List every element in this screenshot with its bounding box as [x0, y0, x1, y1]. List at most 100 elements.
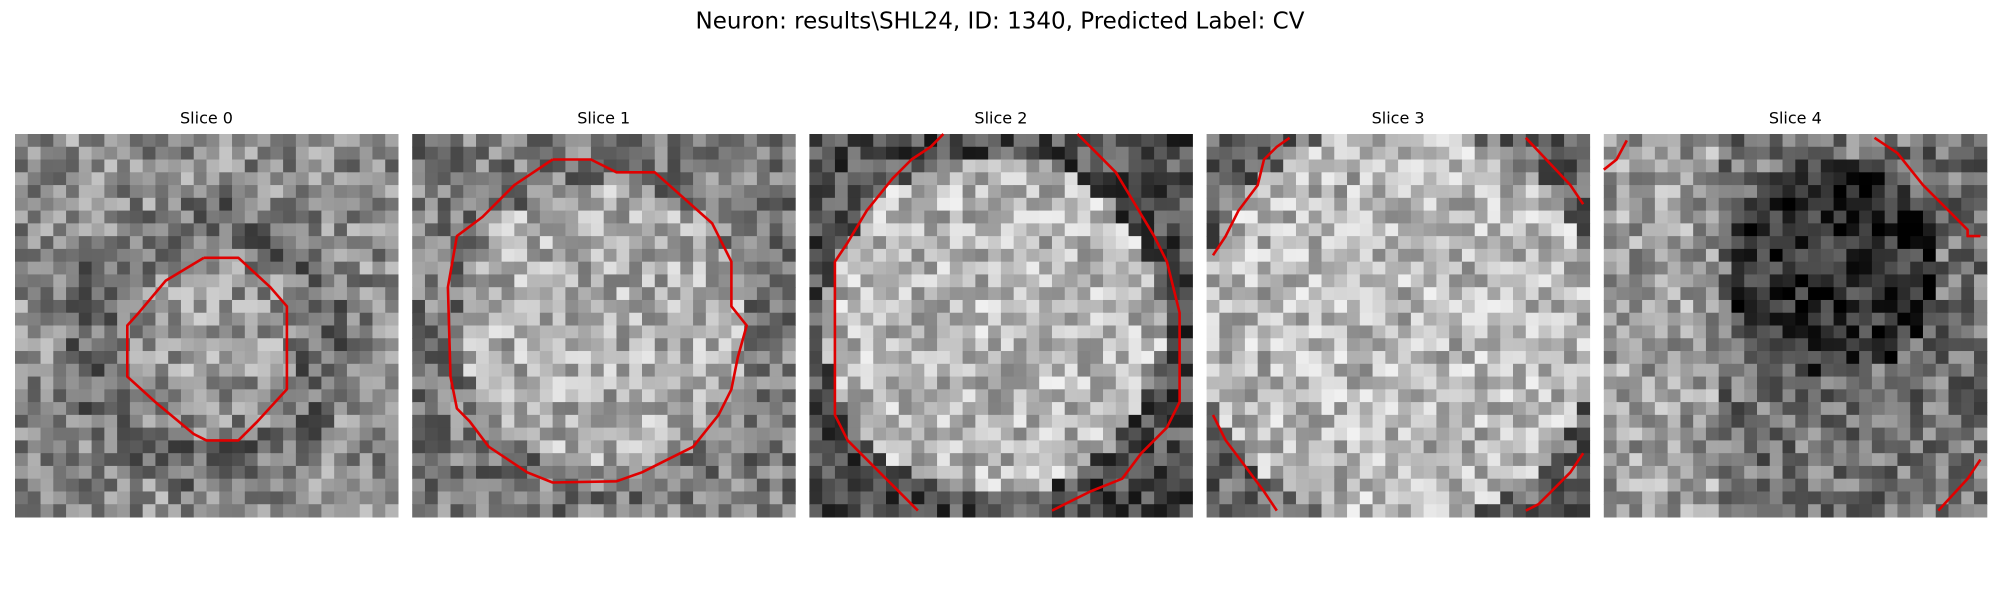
pixel — [1948, 261, 1962, 275]
pixel — [680, 389, 694, 403]
pixel — [1808, 389, 1822, 403]
pixel — [1513, 325, 1527, 339]
pixel — [1948, 134, 1962, 148]
pixel — [1513, 453, 1527, 467]
pixel — [1372, 389, 1386, 403]
pixel — [1115, 248, 1130, 263]
pixel — [1321, 440, 1335, 454]
pixel — [718, 134, 732, 148]
pixel — [1000, 465, 1015, 480]
pixel — [1039, 389, 1053, 403]
pixel — [346, 491, 361, 505]
pixel — [168, 504, 182, 518]
pixel — [1744, 402, 1758, 416]
pixel — [1769, 210, 1784, 224]
pixel — [744, 159, 758, 173]
pixel — [244, 376, 259, 390]
pixel — [1295, 363, 1310, 378]
pixel — [1667, 427, 1681, 441]
pixel — [705, 299, 720, 314]
pixel — [412, 261, 426, 275]
pixel — [873, 402, 887, 416]
pixel — [1961, 185, 1975, 199]
pixel — [822, 363, 836, 378]
pixel — [129, 402, 144, 416]
pixel — [1884, 363, 1898, 378]
pixel — [590, 465, 605, 480]
pixel — [603, 389, 617, 403]
pixel — [962, 299, 976, 314]
pixel — [1064, 274, 1078, 288]
pixel — [1090, 351, 1104, 365]
pixel — [1064, 172, 1078, 186]
pixel — [898, 389, 913, 403]
pixel — [104, 287, 118, 301]
pixel — [847, 312, 861, 326]
pixel — [1795, 236, 1809, 250]
pixel — [744, 261, 758, 275]
pixel — [1128, 414, 1142, 429]
pixel — [1705, 338, 1720, 352]
pixel — [117, 287, 131, 301]
pixel — [1718, 134, 1732, 148]
pixel — [1141, 402, 1155, 416]
pixel — [590, 134, 605, 148]
pixel — [1820, 197, 1835, 212]
pixel — [873, 146, 887, 161]
pixel — [1833, 287, 1847, 301]
pixel — [1359, 210, 1374, 224]
pixel — [1128, 491, 1142, 505]
pixel — [1115, 325, 1130, 339]
pixel — [1693, 389, 1707, 403]
pixel — [1525, 299, 1540, 314]
pixel — [1166, 363, 1181, 378]
pixel — [1616, 453, 1630, 467]
pixel — [1039, 146, 1053, 161]
pixel — [1257, 134, 1271, 148]
pixel — [1961, 299, 1975, 314]
pixel — [155, 478, 169, 492]
pixel — [1884, 402, 1898, 416]
pixel — [1757, 287, 1771, 301]
pixel — [53, 312, 67, 326]
pixel — [693, 248, 707, 263]
pixel — [15, 338, 29, 352]
pixel — [168, 363, 182, 378]
pixel — [962, 351, 976, 365]
pixel — [142, 197, 156, 212]
pixel — [937, 210, 951, 224]
pixel — [693, 491, 707, 505]
pixel — [1551, 325, 1565, 339]
pixel — [295, 197, 310, 212]
pixel — [1513, 197, 1527, 212]
pixel — [924, 491, 938, 505]
pixel — [975, 134, 989, 148]
pixel — [488, 223, 503, 237]
pixel — [232, 236, 246, 250]
pixel — [1642, 478, 1656, 492]
pixel — [1179, 274, 1193, 288]
pixel — [565, 414, 579, 429]
pixel — [244, 465, 259, 480]
pixel — [1410, 312, 1425, 326]
pixel — [667, 146, 681, 161]
pixel — [911, 491, 925, 505]
pixel — [15, 185, 29, 199]
pixel — [1808, 210, 1822, 224]
pixel — [1922, 223, 1937, 237]
pixel — [1026, 185, 1040, 199]
pixel — [1154, 363, 1168, 378]
pixel — [180, 210, 195, 224]
pixel — [1103, 236, 1117, 250]
pixel — [756, 363, 771, 378]
pixel — [1642, 465, 1656, 480]
pixel — [1500, 236, 1514, 250]
pixel — [988, 363, 1002, 378]
pixel — [450, 159, 464, 173]
pixel — [578, 504, 592, 518]
pixel — [359, 299, 373, 314]
pixel — [1436, 261, 1450, 275]
pixel — [104, 223, 118, 237]
pixel — [962, 325, 976, 339]
pixel — [1449, 299, 1463, 314]
